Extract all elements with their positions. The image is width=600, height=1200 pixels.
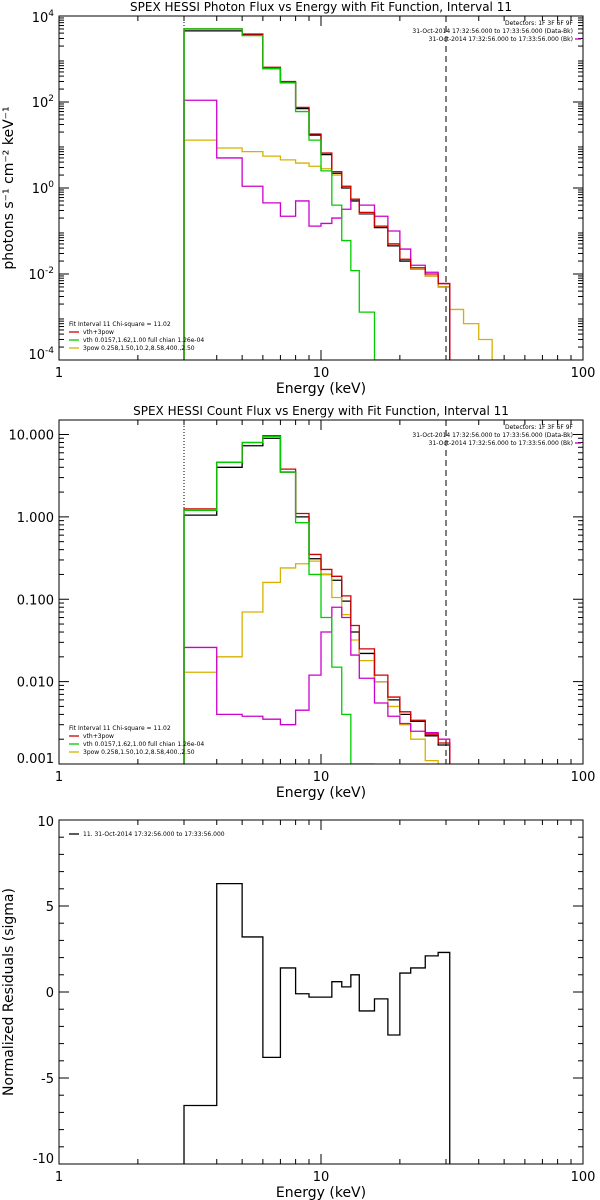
y-tick-base: 10 (28, 268, 45, 283)
y-tick-label: 104 (32, 9, 55, 26)
x-axis-label: Energy (keV) (276, 785, 366, 801)
y-axis-label: Normalized Residuals (sigma) (1, 888, 17, 1096)
x-tick-label: 1 (55, 366, 63, 381)
series-line-2 (183, 28, 451, 360)
y-tick-label: 10-4 (28, 346, 54, 363)
y-tick-label: 0.100 (17, 593, 54, 608)
series-group (183, 28, 505, 360)
x-tick-label: 100 (571, 366, 596, 381)
x-tick-label: 10 (313, 770, 330, 785)
series-line-3 (183, 28, 400, 360)
legend-entry: vth 0.0157,1.62,1.00 full chian 1.26e-04 (83, 741, 204, 748)
series-line-1 (183, 437, 451, 764)
legend-title: Fit Interval 11 Chi-square = 11.02 (69, 725, 171, 732)
series-line-1 (183, 30, 451, 360)
series-group (183, 882, 451, 1164)
series-line-5 (183, 99, 451, 360)
header-line: 31-Oct-2014 17:32:56.000 to 17:33:56.000… (429, 36, 573, 43)
y-tick-label: 10.000 (9, 429, 55, 444)
y-tick-label: 5 (46, 900, 54, 915)
header-line: 31-Oct-2014 17:32:56.000 to 17:33:56.000… (412, 28, 573, 35)
x-axis-label: Energy (keV) (276, 1185, 366, 1200)
legend-entry: vth+3pow (83, 329, 114, 336)
y-tick-label: 1.000 (17, 511, 54, 526)
y-tick-label: 100 (32, 180, 55, 197)
y-tick-base: 10 (32, 96, 49, 111)
y-tick-exponent: -4 (45, 346, 54, 356)
y-axis-label: photons s⁻¹ cm⁻² keV⁻¹ (1, 106, 17, 269)
plot-frame (58, 419, 584, 765)
y-tick-exponent: -2 (45, 266, 54, 276)
y-tick-label: 0.001 (17, 752, 54, 767)
x-tick-label: 1 (55, 1170, 63, 1185)
x-tick-label: 10 (313, 366, 330, 381)
legend-entry: 3pow 0.258,1.50,10.2,8.58,400.,2.50 (83, 749, 195, 756)
x-tick-label: 100 (571, 1170, 596, 1185)
x-tick-label: 100 (571, 770, 596, 785)
y-tick-label: 10 (37, 815, 54, 830)
y-tick-label: -5 (41, 1072, 54, 1087)
legend-title: Fit Interval 11 Chi-square = 11.02 (69, 321, 171, 328)
x-tick-label: 10 (313, 1170, 330, 1185)
y-tick-exponent: 0 (48, 180, 54, 190)
y-tick-base: 10 (32, 11, 49, 26)
series-line-4 (183, 560, 450, 764)
series-line-4 (183, 139, 505, 360)
header-line: Detectors: 1F 3F 6F 9F (505, 20, 574, 27)
chart-title: SPEX HESSI Photon Flux vs Energy with Fi… (130, 0, 512, 14)
plot-frame (58, 819, 584, 1165)
series-line-3 (183, 435, 375, 764)
legend-entry: vth+3pow (83, 733, 114, 740)
y-tick-label: 102 (32, 94, 54, 111)
y-tick-label: -10 (33, 1152, 54, 1167)
series-line-5 (183, 606, 451, 764)
series-line-1 (183, 882, 451, 1164)
legend-entry: vth 0.0157,1.62,1.00 full chian 1.26e-04 (83, 337, 204, 344)
x-axis-label: Energy (keV) (276, 381, 366, 397)
y-tick-base: 10 (32, 182, 49, 197)
y-tick-base: 10 (28, 348, 45, 363)
y-tick-exponent: 4 (48, 9, 54, 19)
series-group (183, 434, 451, 764)
header-line: 31-Oct-2014 17:32:56.000 to 17:33:56.000… (412, 432, 573, 439)
chart-panel-1: SPEX HESSI Photon Flux vs Energy with Fi… (1, 0, 595, 397)
y-tick-label: 10-2 (28, 266, 54, 283)
legend-entry: 3pow 0.258,1.50,10.2,8.58,400.,2.50 (83, 345, 195, 352)
y-tick-label: 0 (46, 986, 54, 1001)
y-tick-label: 0.010 (17, 676, 54, 691)
legend-entry: 11. 31-Oct-2014 17:32:56.000 to 17:33:56… (83, 831, 225, 838)
header-line: Detectors: 1F 3F 6F 9F (505, 424, 574, 431)
y-tick-exponent: 2 (48, 94, 54, 104)
x-tick-label: 1 (55, 770, 63, 785)
chart-panel-2: SPEX HESSI Count Flux vs Energy with Fit… (9, 404, 596, 801)
header-line: 31-Oct-2014 17:32:56.000 to 17:33:56.000… (429, 440, 573, 447)
plot-frame (58, 15, 584, 361)
chart-title: SPEX HESSI Count Flux vs Energy with Fit… (133, 404, 509, 418)
